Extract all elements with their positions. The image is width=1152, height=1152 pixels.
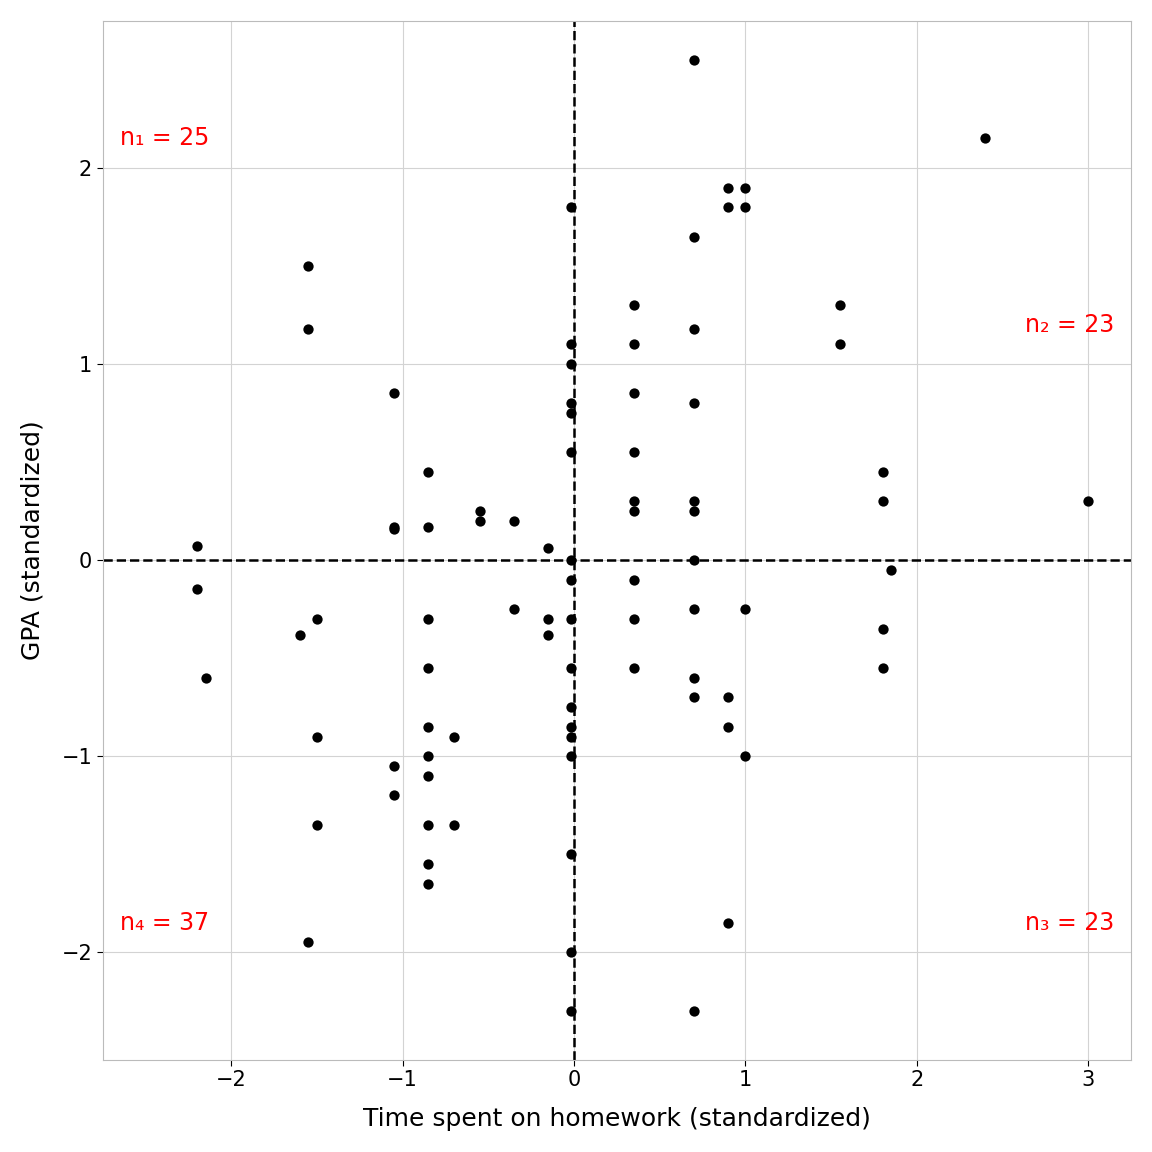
Point bbox=[684, 668, 703, 687]
Point bbox=[470, 511, 488, 530]
Point bbox=[561, 844, 579, 863]
Point bbox=[561, 394, 579, 412]
Point bbox=[419, 855, 438, 873]
Point bbox=[561, 943, 579, 962]
Point bbox=[719, 718, 737, 736]
Point bbox=[308, 816, 326, 834]
Point bbox=[736, 198, 755, 217]
Point bbox=[873, 463, 892, 482]
Point bbox=[684, 600, 703, 619]
Point bbox=[188, 581, 206, 599]
Point bbox=[385, 520, 403, 538]
Point bbox=[385, 517, 403, 536]
Point bbox=[624, 335, 643, 354]
Point bbox=[873, 620, 892, 638]
Point bbox=[561, 1002, 579, 1021]
Point bbox=[719, 688, 737, 706]
Point bbox=[561, 551, 579, 569]
Point bbox=[719, 198, 737, 217]
Point bbox=[445, 816, 463, 834]
Point bbox=[684, 1002, 703, 1021]
Point bbox=[624, 570, 643, 589]
Point bbox=[561, 659, 579, 677]
Point bbox=[624, 609, 643, 628]
Point bbox=[736, 179, 755, 197]
Point bbox=[505, 600, 523, 619]
Point bbox=[539, 626, 558, 644]
Point bbox=[308, 609, 326, 628]
Point bbox=[561, 355, 579, 373]
Point bbox=[684, 394, 703, 412]
Point bbox=[419, 874, 438, 893]
Point bbox=[188, 537, 206, 555]
Point bbox=[624, 444, 643, 462]
Point bbox=[873, 492, 892, 510]
Point bbox=[539, 609, 558, 628]
Text: n₂ = 23: n₂ = 23 bbox=[1025, 312, 1114, 336]
Point bbox=[561, 198, 579, 217]
Point bbox=[976, 129, 994, 147]
Point bbox=[385, 786, 403, 804]
Point bbox=[419, 766, 438, 785]
Point bbox=[300, 257, 318, 275]
Point bbox=[684, 502, 703, 521]
Point bbox=[684, 319, 703, 338]
Point bbox=[624, 296, 643, 314]
Point bbox=[419, 659, 438, 677]
Point bbox=[445, 727, 463, 745]
Text: n₁ = 25: n₁ = 25 bbox=[120, 127, 210, 151]
Point bbox=[419, 463, 438, 482]
Point bbox=[308, 727, 326, 745]
Point bbox=[736, 746, 755, 765]
Text: n₃ = 23: n₃ = 23 bbox=[1025, 911, 1114, 934]
Point bbox=[290, 626, 309, 644]
Point bbox=[539, 539, 558, 558]
Point bbox=[196, 668, 214, 687]
Point bbox=[419, 718, 438, 736]
Point bbox=[470, 502, 488, 521]
Point bbox=[719, 179, 737, 197]
Point bbox=[1079, 492, 1098, 510]
Y-axis label: GPA (standardized): GPA (standardized) bbox=[21, 420, 45, 660]
Point bbox=[561, 335, 579, 354]
Point bbox=[419, 609, 438, 628]
Point bbox=[684, 492, 703, 510]
Point bbox=[385, 757, 403, 775]
Point bbox=[561, 698, 579, 717]
Text: n₄ = 37: n₄ = 37 bbox=[120, 911, 209, 934]
Point bbox=[831, 335, 849, 354]
Point bbox=[561, 727, 579, 745]
Point bbox=[684, 51, 703, 69]
Point bbox=[684, 551, 703, 569]
Point bbox=[684, 227, 703, 245]
Point bbox=[624, 384, 643, 402]
Point bbox=[684, 688, 703, 706]
Point bbox=[561, 746, 579, 765]
Point bbox=[419, 816, 438, 834]
Point bbox=[505, 511, 523, 530]
Point bbox=[561, 404, 579, 423]
Point bbox=[882, 561, 901, 579]
Point bbox=[300, 319, 318, 338]
Point bbox=[419, 517, 438, 536]
Point bbox=[561, 444, 579, 462]
Point bbox=[300, 933, 318, 952]
X-axis label: Time spent on homework (standardized): Time spent on homework (standardized) bbox=[363, 1107, 871, 1131]
Point bbox=[736, 600, 755, 619]
Point bbox=[561, 570, 579, 589]
Point bbox=[419, 746, 438, 765]
Point bbox=[624, 502, 643, 521]
Point bbox=[831, 296, 849, 314]
Point bbox=[719, 914, 737, 932]
Point bbox=[561, 609, 579, 628]
Point bbox=[873, 659, 892, 677]
Point bbox=[385, 384, 403, 402]
Point bbox=[624, 659, 643, 677]
Point bbox=[561, 718, 579, 736]
Point bbox=[624, 492, 643, 510]
